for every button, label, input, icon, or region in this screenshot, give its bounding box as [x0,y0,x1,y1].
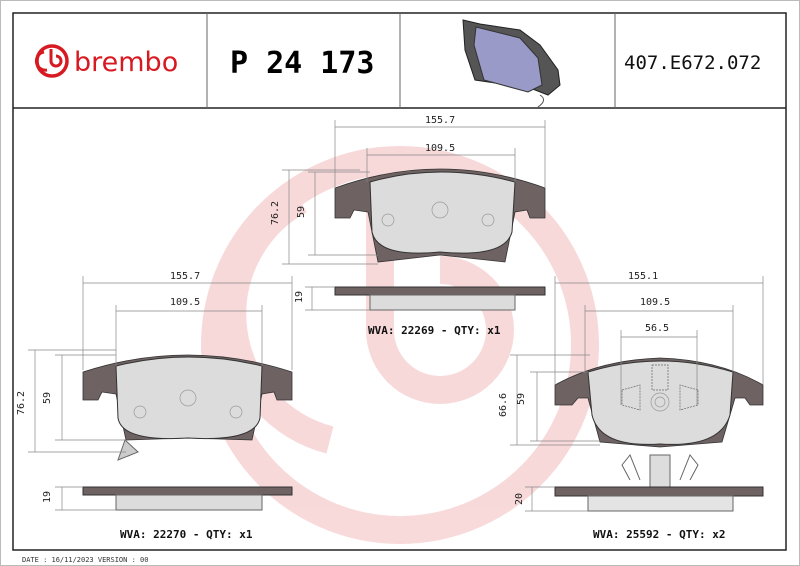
dimension-width: 155.7 [425,115,455,126]
part-number: P 24 173 [230,46,375,81]
wva-label: WVA: 22270 - QTY: x1 [120,528,253,541]
brand-name: brembo [74,47,178,78]
dimension-inner-width: 109.5 [640,297,670,308]
dimension-inner-width: 109.5 [425,143,455,154]
brembo-logo: brembo [34,44,178,78]
pad-drawing-3: 155.1 109.5 56.5 66.6 59 20 WVA: 25592 -… [498,271,764,541]
wva-label: WVA: 22269 - QTY: x1 [368,324,501,337]
dimension-height: 66.6 [498,393,509,417]
dimension-thickness: 19 [294,291,305,303]
dimension-inner-height: 59 [296,206,307,218]
dimension-thickness: 19 [42,491,53,503]
dimension-width: 155.1 [628,271,658,282]
dimension-inner-width: 109.5 [170,297,200,308]
pad-drawing-2: 155.7 109.5 76.2 59 19 WVA: 22270 - QTY:… [16,271,293,541]
dimension-height: 76.2 [16,391,27,415]
footer-date-version: DATE : 16/11/2023 VERSION : 00 [22,556,148,564]
dimension-thickness: 20 [514,493,525,505]
dimension-height: 76.2 [270,201,281,225]
pad-drawing-1: 155.7 109.5 76.2 59 19 WVA: 22269 - QTY:… [270,115,546,337]
wva-label: WVA: 25592 - QTY: x2 [593,528,725,541]
dimension-inner-height: 59 [516,393,527,405]
dimension-inner-height: 59 [42,392,53,404]
dimension-center-width: 56.5 [645,323,669,334]
reference-code: 407.E672.072 [624,52,761,74]
pad-3d-thumbnail [462,19,561,108]
dimension-width: 155.7 [170,271,200,282]
